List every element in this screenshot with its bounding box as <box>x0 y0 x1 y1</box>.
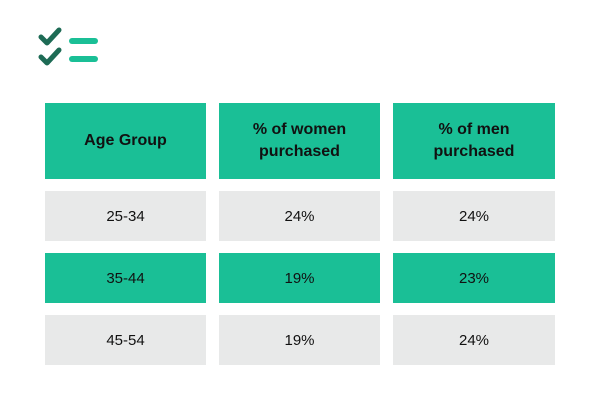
checklist-icon <box>38 27 102 71</box>
column-header-1: % of women purchased <box>219 103 380 179</box>
table-cell-r0-c1: 24% <box>219 191 380 241</box>
table-cell-r2-c0: 45-54 <box>45 315 206 365</box>
purchase-table: Age Group% of women purchased% of men pu… <box>45 103 555 365</box>
table-cell-r0-c2: 24% <box>393 191 555 241</box>
column-header-0: Age Group <box>45 103 206 179</box>
column-header-2: % of men purchased <box>393 103 555 179</box>
table-cell-r1-c2: 23% <box>393 253 555 303</box>
table-cell-r2-c1: 19% <box>219 315 380 365</box>
table-cell-r0-c0: 25-34 <box>45 191 206 241</box>
table-cell-r2-c2: 24% <box>393 315 555 365</box>
table-cell-r1-c0: 35-44 <box>45 253 206 303</box>
table-cell-r1-c1: 19% <box>219 253 380 303</box>
